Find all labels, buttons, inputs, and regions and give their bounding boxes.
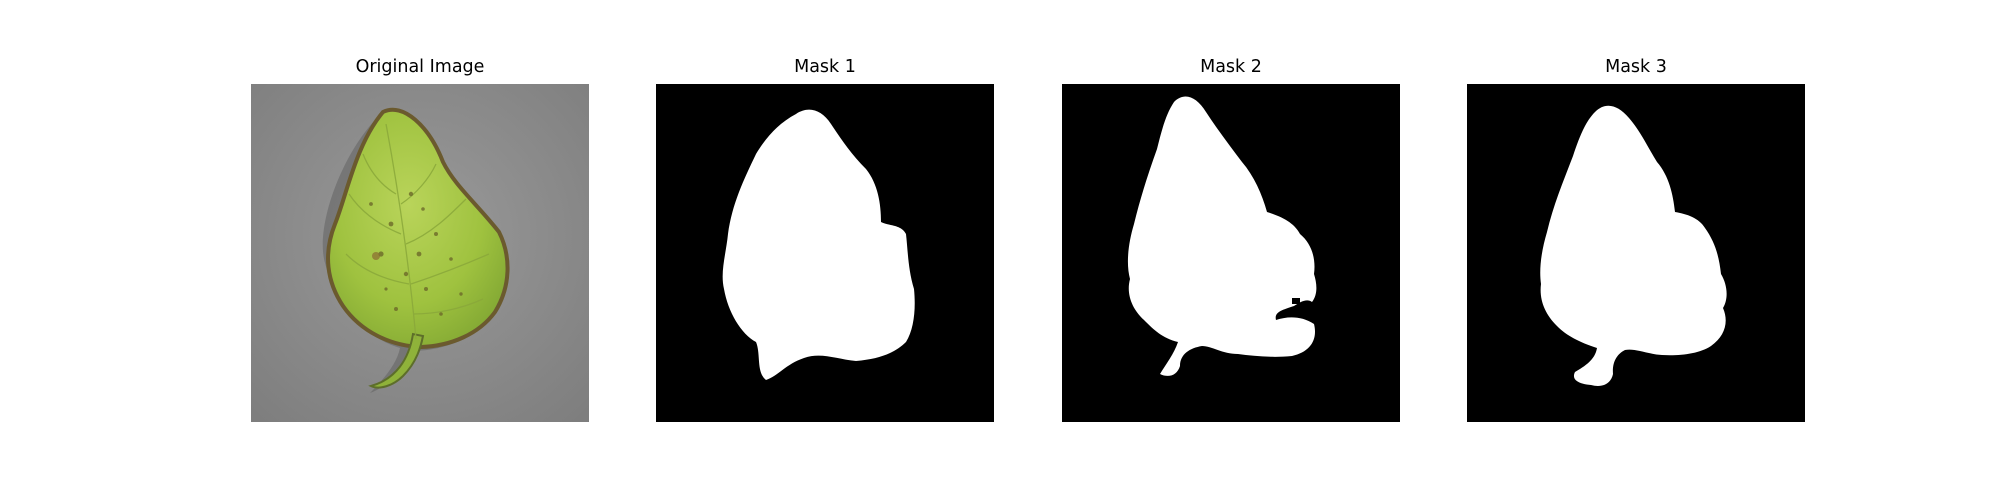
panel-title: Mask 1: [656, 57, 994, 77]
panel-mask-2: Mask 2: [1062, 0, 1400, 500]
panel-mask-3: Mask 3: [1467, 0, 1805, 500]
mask-image-2: [1062, 84, 1400, 422]
panel-mask-1: Mask 1: [656, 0, 994, 500]
mask-image-3: [1467, 84, 1805, 422]
mask-image-1: [656, 84, 994, 422]
panel-title: Original Image: [251, 57, 589, 77]
panel-original-image: Original Image: [251, 0, 589, 500]
panel-title: Mask 3: [1467, 57, 1805, 77]
original-image: [251, 84, 589, 422]
leaf-image: [251, 84, 589, 422]
panel-title: Mask 2: [1062, 57, 1400, 77]
